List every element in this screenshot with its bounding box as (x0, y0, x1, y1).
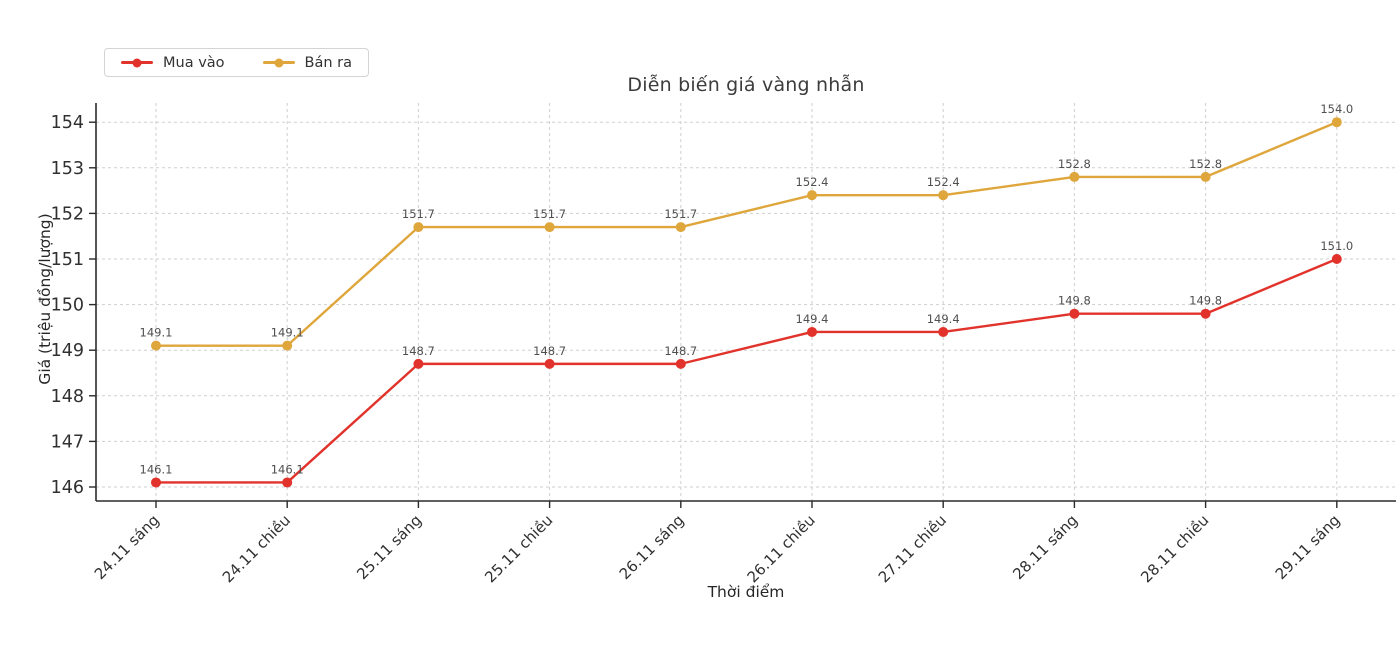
x-axis-title: Thời điểm (707, 583, 785, 601)
point-value-label: 151.7 (664, 207, 697, 221)
y-tick-label: 154 (51, 113, 84, 133)
y-tick-label: 147 (51, 432, 84, 452)
y-tick-label: 148 (51, 387, 84, 407)
point-value-label: 149.4 (796, 312, 829, 326)
legend-dot-mua-vao (132, 58, 142, 67)
point-value-label: 152.8 (1058, 157, 1091, 171)
legend-line-marker-mua-vao (121, 58, 153, 67)
data-point-marker (413, 358, 424, 369)
x-tick-label: 28.11 sáng (1009, 511, 1081, 583)
legend-item-mua-vao: Mua vào (121, 55, 225, 71)
data-point-marker (544, 358, 555, 369)
chart-title: Diễn biến giá vàng nhẫn (627, 74, 865, 96)
x-tick-label: 27.11 chiều (875, 511, 950, 586)
y-tick-label: 153 (51, 159, 84, 179)
data-point-marker (1069, 308, 1080, 319)
y-tick-label: 150 (51, 296, 84, 316)
x-tick-label: 26.11 sáng (616, 511, 688, 583)
point-value-label: 146.1 (271, 462, 304, 476)
y-tick-label: 149 (51, 341, 84, 361)
point-value-label: 149.8 (1189, 294, 1222, 308)
y-tick-label: 152 (51, 204, 84, 224)
data-point-marker (1200, 308, 1211, 319)
x-tick-label: 24.11 sáng (91, 511, 163, 583)
data-point-marker (151, 477, 161, 488)
x-tick-label: 24.11 chiều (219, 511, 294, 586)
point-value-label: 148.7 (402, 344, 435, 358)
y-tick-label: 146 (51, 478, 84, 498)
point-value-label: 151.7 (533, 207, 566, 221)
point-value-label: 146.1 (140, 462, 173, 476)
x-tick-label: 28.11 chiều (1137, 511, 1212, 586)
data-point-marker (807, 190, 817, 201)
point-value-label: 149.4 (927, 312, 960, 326)
data-point-marker (282, 477, 293, 488)
data-point-marker (675, 222, 686, 233)
data-point-marker (151, 340, 161, 351)
series-line (156, 121, 1338, 347)
point-value-label: 152.8 (1189, 157, 1222, 171)
point-value-label: 151.7 (402, 207, 435, 221)
legend-item-ban-ra: Bán ra (262, 54, 353, 71)
point-value-label: 149.8 (1058, 294, 1091, 308)
point-value-label: 148.7 (664, 344, 697, 358)
data-point-marker (1331, 254, 1342, 264)
legend-label-mua-vao: Mua vào (163, 54, 225, 71)
point-value-label: 152.4 (927, 175, 960, 189)
data-point-marker (544, 222, 555, 233)
data-point-marker (807, 326, 817, 337)
point-value-label: 152.4 (796, 175, 829, 189)
data-point-marker (675, 358, 686, 369)
data-point-marker (1069, 171, 1080, 182)
legend: Mua vào Bán ra (104, 48, 370, 77)
legend-label-ban-ra: Bán ra (304, 54, 353, 71)
data-point-marker (938, 190, 949, 201)
point-value-label: 148.7 (533, 344, 566, 358)
x-tick-label: 29.11 sáng (1272, 511, 1344, 583)
point-value-label: 154.0 (1320, 102, 1353, 116)
data-point-marker (938, 326, 949, 337)
point-value-label: 149.1 (140, 326, 173, 340)
y-tick-label: 151 (51, 250, 84, 270)
series-line (156, 257, 1338, 484)
legend-dot-ban-ra (274, 58, 284, 67)
x-tick-label: 26.11 chiều (744, 511, 819, 586)
data-point-marker (413, 222, 424, 233)
point-value-label: 149.1 (271, 326, 304, 340)
legend-line-marker-ban-ra (262, 58, 295, 67)
data-point-marker (1200, 171, 1211, 182)
data-point-marker (282, 340, 293, 351)
x-tick-label: 25.11 chiều (481, 511, 556, 586)
data-point-marker (1331, 117, 1342, 128)
x-tick-label: 25.11 sáng (353, 511, 425, 583)
point-value-label: 151.0 (1320, 239, 1353, 253)
